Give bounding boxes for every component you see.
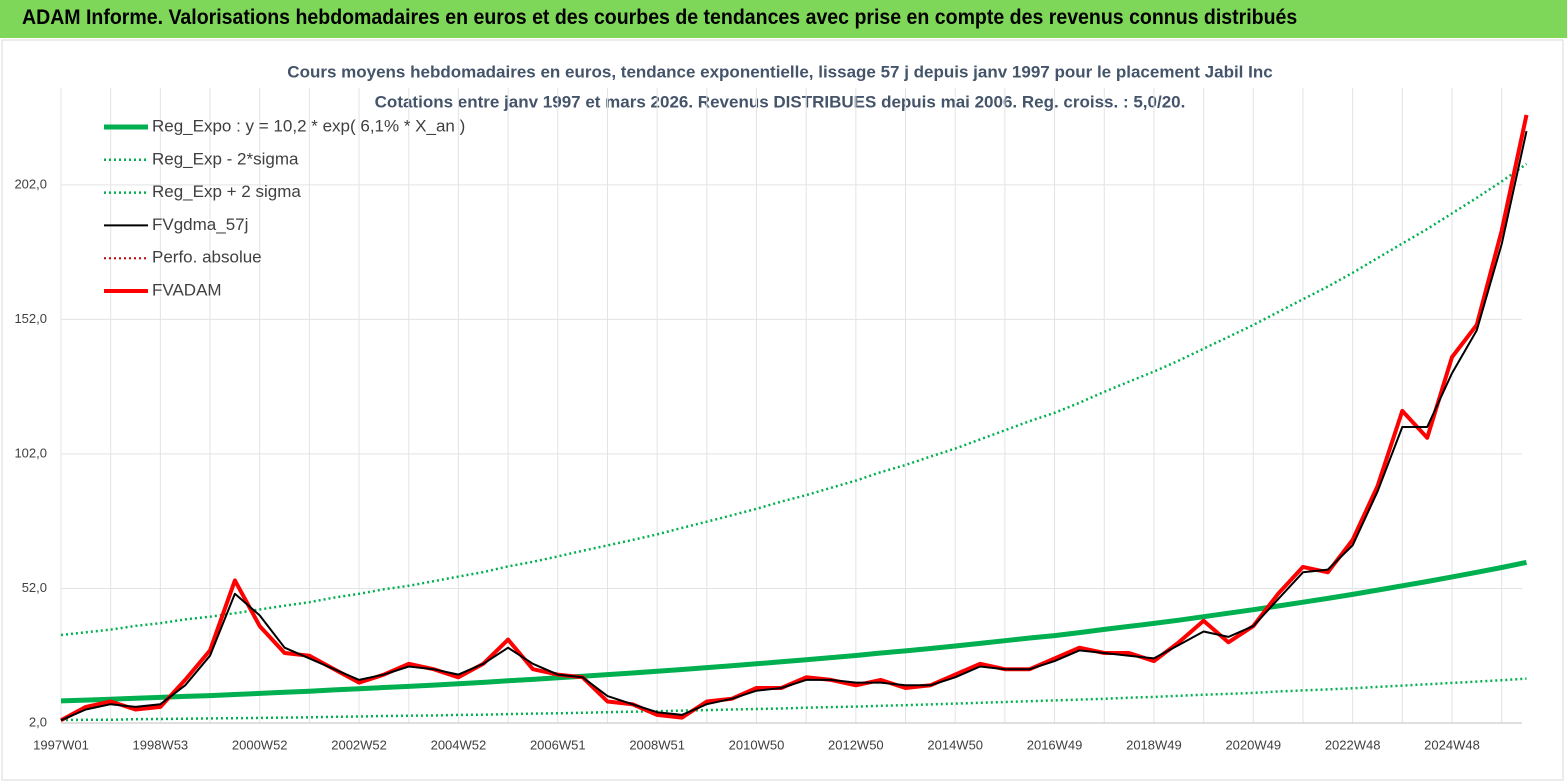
header-title: ADAM Informe. Valorisations hebdomadaire… — [22, 6, 1298, 29]
y-tick-label: 52,0 — [22, 580, 47, 595]
x-tick-label: 2010W50 — [729, 737, 785, 752]
series-line — [60, 559, 1528, 704]
legend-label: Perfo. absolue — [152, 248, 262, 267]
series-line — [60, 114, 1529, 723]
legend-label: Reg_Exp - 2*sigma — [152, 149, 299, 168]
x-tick-label: 2012W50 — [828, 737, 884, 752]
x-tick-label: 2018W49 — [1126, 737, 1182, 752]
x-tick-label: 2020W49 — [1225, 737, 1281, 752]
chart-subtitle: Cotations entre janv 1997 et mars 2026. … — [375, 92, 1186, 111]
y-tick-label: 202,0 — [14, 176, 47, 191]
x-tick-label: 2014W50 — [927, 737, 983, 752]
x-tick-label: 2006W51 — [530, 737, 586, 752]
chart-title: Cours moyens hebdomadaires en euros, ten… — [287, 62, 1272, 81]
series-line — [60, 162, 1528, 637]
chart: Cours moyens hebdomadaires en euros, ten… — [1, 39, 1564, 781]
series-line — [60, 130, 1528, 722]
x-tick-label: 1997W01 — [33, 737, 89, 752]
legend-label: FVADAM — [152, 280, 222, 299]
x-tick-label: 2008W51 — [629, 737, 685, 752]
series-line — [60, 677, 1527, 722]
y-tick-label: 2,0 — [29, 714, 47, 729]
x-tick-label: 2000W52 — [232, 737, 288, 752]
x-tick-label: 2016W49 — [1027, 737, 1083, 752]
x-tick-label: 2004W52 — [431, 737, 487, 752]
legend-label: Reg_Exp + 2 sigma — [152, 182, 301, 201]
x-tick-label: 2002W52 — [331, 737, 387, 752]
y-tick-label: 152,0 — [14, 311, 47, 326]
header: ADAM Informe. Valorisations hebdomadaire… — [0, 0, 1567, 38]
x-tick-label: 2022W48 — [1325, 737, 1381, 752]
legend-label: Reg_Expo : y = 10,2 * exp( 6,1% * X_an ) — [152, 116, 465, 135]
x-tick-label: 2024W48 — [1424, 737, 1480, 752]
y-tick-label: 102,0 — [14, 445, 47, 460]
legend-label: FVgdma_57j — [152, 215, 248, 234]
x-tick-label: 1998W53 — [133, 737, 189, 752]
